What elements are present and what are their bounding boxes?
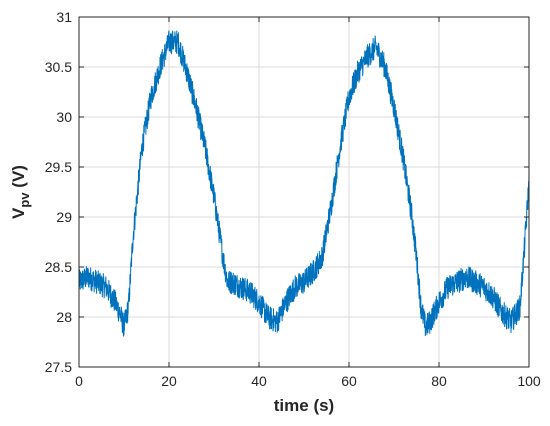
x-tick-label: 40 (251, 373, 267, 389)
y-tick-label: 28 (56, 309, 72, 325)
y-tick-label: 28.5 (45, 259, 72, 275)
y-tick-label: 27.5 (45, 359, 72, 375)
tick-marks (78, 16, 530, 368)
x-tick-label: 0 (75, 373, 83, 389)
y-tick-label: 30 (56, 109, 72, 125)
series-layer (78, 30, 530, 337)
x-tick-label: 60 (341, 373, 357, 389)
y-tick-labels: 27.5 28 28.5 29 29.5 30 30.5 31 (45, 9, 72, 375)
y-tick-label: 31 (56, 9, 72, 25)
x-tick-label: 80 (431, 373, 447, 389)
y-axis-label-sub: pv (17, 192, 32, 208)
series-line (78, 30, 530, 337)
y-axis-label-main: V (9, 207, 28, 219)
x-tick-label: 20 (161, 373, 177, 389)
plot-frame (78, 16, 530, 368)
y-tick-label: 30.5 (45, 59, 72, 75)
y-axis-label-unit: (V) (9, 165, 28, 192)
x-axis-label: time (s) (274, 396, 334, 415)
y-axis-label: Vpv (V) (9, 165, 32, 219)
x-tick-labels: 0 20 40 60 80 100 (75, 373, 541, 389)
x-tick-label: 100 (517, 373, 541, 389)
y-tick-label: 29.5 (45, 159, 72, 175)
y-tick-label: 29 (56, 209, 72, 225)
grid-lines (78, 16, 530, 368)
